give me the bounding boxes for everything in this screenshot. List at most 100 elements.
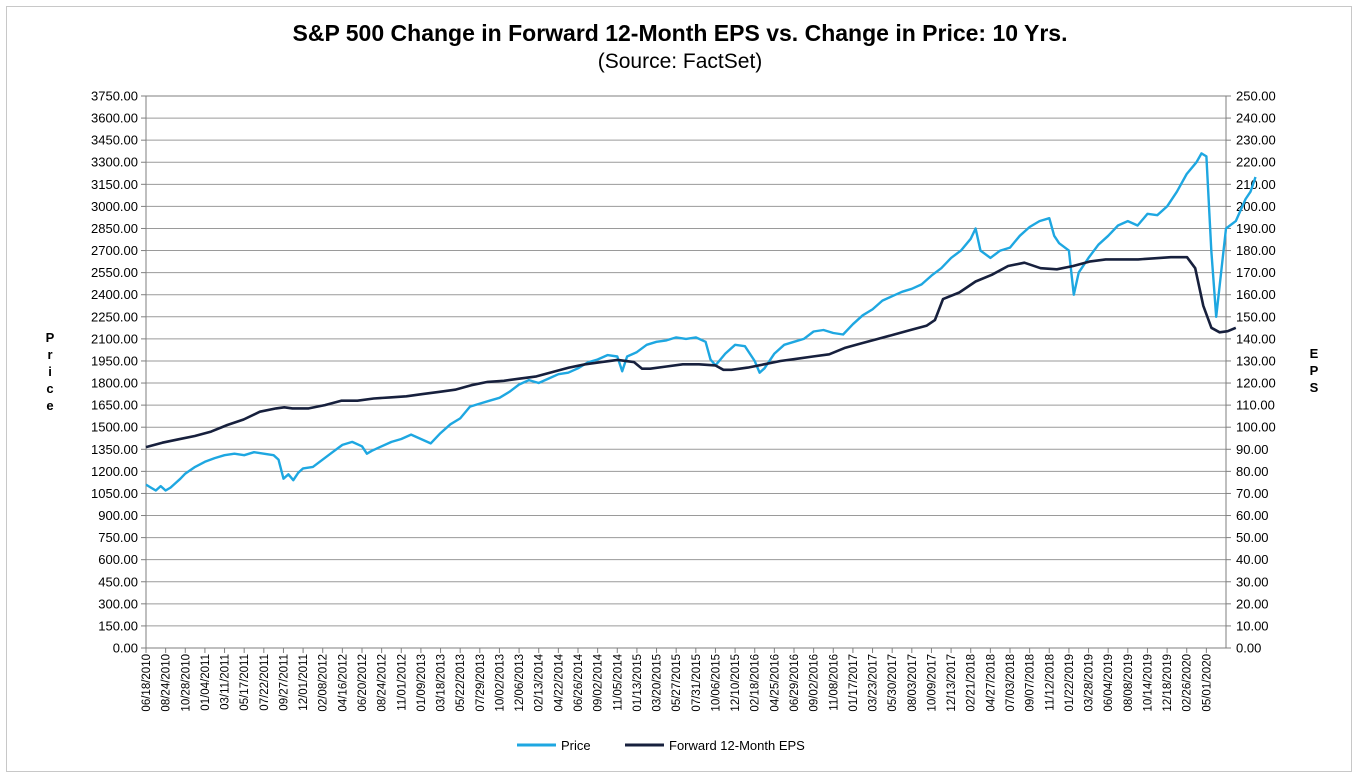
price-series-line <box>145 152 1257 492</box>
y-tick-label-left: 3000.00 <box>91 199 138 214</box>
legend-label-eps: Forward 12-Month EPS <box>669 738 805 753</box>
y-axis-label-right-char: E <box>1310 346 1319 361</box>
y-tick-label-right: 60.00 <box>1236 508 1269 523</box>
x-tick-label: 11/01/2012 <box>396 654 408 711</box>
x-tick-label: 12/06/2013 <box>514 654 526 712</box>
x-tick-label: 07/22/2011 <box>259 654 271 711</box>
x-tick-label: 08/24/2012 <box>377 654 389 712</box>
x-tick-label: 06/20/2012 <box>357 654 369 712</box>
x-tick-label: 07/03/2018 <box>1005 654 1017 712</box>
y-tick-label-left: 900.00 <box>98 508 138 523</box>
y-axis-label-left-char: e <box>46 398 53 413</box>
y-axis-label-left-char: r <box>47 347 52 362</box>
x-tick-label: 12/01/2011 <box>298 654 310 711</box>
x-tick-label: 08/24/2010 <box>161 654 173 712</box>
legend-label-price: Price <box>561 738 591 753</box>
x-tick-label: 06/04/2019 <box>1103 654 1115 712</box>
y-tick-label-right: 160.00 <box>1236 287 1276 302</box>
x-tick-label: 05/30/2017 <box>887 654 899 712</box>
chart-frame <box>6 6 1352 772</box>
y-axis-label-left-char: c <box>46 381 53 396</box>
x-tick-label: 02/13/2014 <box>534 653 546 711</box>
y-tick-label-right: 0.00 <box>1236 641 1261 656</box>
x-tick-label: 03/18/2013 <box>436 654 448 712</box>
y-tick-label-left: 450.00 <box>98 574 138 589</box>
chart-title: S&P 500 Change in Forward 12-Month EPS v… <box>292 20 1068 46</box>
x-tick-label: 10/28/2010 <box>180 654 192 712</box>
y-tick-label-right: 200.00 <box>1236 199 1276 214</box>
left-y-axis: 0.00 150.00 300.00 450.00 600.00 750.00 900.00… <box>91 89 146 656</box>
y-tick-label-right: 40.00 <box>1236 552 1269 567</box>
y-tick-label-right: 120.00 <box>1236 376 1276 391</box>
y-tick-label-right: 210.00 <box>1236 177 1276 192</box>
y-tick-label-left: 2550.00 <box>91 265 138 280</box>
y-tick-label-left: 1350.00 <box>91 442 138 457</box>
x-tick-label: 01/04/2011 <box>200 654 212 711</box>
y-tick-label-left: 1200.00 <box>91 464 138 479</box>
y-tick-label-right: 250.00 <box>1236 89 1276 104</box>
x-tick-label: 04/22/2014 <box>553 653 565 711</box>
y-tick-label-left: 2250.00 <box>91 309 138 324</box>
gridlines <box>146 95 1226 649</box>
y-tick-label-right: 170.00 <box>1236 265 1276 280</box>
x-tick-label: 12/10/2015 <box>730 654 742 712</box>
x-tick-label: 12/13/2017 <box>946 654 958 712</box>
y-axis-label-right-char: P <box>1310 363 1319 378</box>
x-tick-label: 05/17/2011 <box>239 654 251 711</box>
x-tick-label: 01/09/2013 <box>416 654 428 712</box>
y-tick-label-right: 10.00 <box>1236 618 1269 633</box>
y-tick-label-left: 1950.00 <box>91 353 138 368</box>
y-axis-label-left-char: P <box>46 330 55 345</box>
y-tick-label-left: 3450.00 <box>91 133 138 148</box>
y-tick-label-left: 3600.00 <box>91 111 138 126</box>
x-tick-label: 05/27/2015 <box>671 654 683 712</box>
x-tick-label: 02/18/2016 <box>750 654 762 712</box>
legend: Price Forward 12-Month EPS <box>517 738 805 753</box>
y-tick-label-right: 150.00 <box>1236 309 1276 324</box>
y-tick-label-left: 750.00 <box>98 530 138 545</box>
x-tick-label: 10/09/2017 <box>926 654 938 712</box>
y-tick-label-right: 90.00 <box>1236 442 1269 457</box>
y-tick-label-left: 2100.00 <box>91 331 138 346</box>
y-tick-label-right: 140.00 <box>1236 331 1276 346</box>
x-tick-label: 02/26/2020 <box>1182 654 1194 712</box>
x-tick-label: 04/25/2016 <box>769 654 781 712</box>
y-tick-label-left: 1800.00 <box>91 376 138 391</box>
x-tick-label: 08/03/2017 <box>907 654 919 712</box>
x-tick-label: 03/11/2011 <box>220 654 232 710</box>
y-tick-label-left: 1050.00 <box>91 486 138 501</box>
x-tick-label: 11/08/2016 <box>828 654 840 711</box>
x-tick-label: 07/31/2015 <box>691 654 703 712</box>
y-tick-label-left: 1650.00 <box>91 398 138 413</box>
y-tick-label-left: 600.00 <box>98 552 138 567</box>
x-tick-label: 04/27/2018 <box>985 654 997 712</box>
x-tick-label: 04/16/2012 <box>337 654 349 712</box>
x-tick-label: 08/08/2019 <box>1123 654 1135 712</box>
x-tick-label: 02/08/2012 <box>318 654 330 712</box>
x-tick-label: 03/23/2017 <box>868 654 880 712</box>
y-tick-label-left: 2400.00 <box>91 287 138 302</box>
x-axis: 06/18/2010 08/24/2010 10/28/2010 01/04/2011… <box>141 648 1213 712</box>
y-tick-label-left: 150.00 <box>98 618 138 633</box>
y-tick-label-right: 80.00 <box>1236 464 1269 479</box>
x-tick-label: 03/20/2015 <box>652 654 664 712</box>
x-tick-label: 01/17/2017 <box>848 654 860 712</box>
y-tick-label-right: 100.00 <box>1236 420 1276 435</box>
x-tick-label: 10/02/2013 <box>494 654 506 712</box>
x-tick-label: 09/27/2011 <box>278 654 290 711</box>
y-tick-label-left: 2850.00 <box>91 221 138 236</box>
y-axis-label-left-char: i <box>48 364 52 379</box>
y-tick-label-left: 0.00 <box>113 641 138 656</box>
y-tick-label-right: 180.00 <box>1236 243 1276 258</box>
eps-series-line <box>145 255 1237 449</box>
chart-subtitle: (Source: FactSet) <box>597 50 763 73</box>
x-tick-label: 09/02/2016 <box>809 654 821 712</box>
x-tick-label: 01/22/2019 <box>1064 654 1076 712</box>
y-tick-label-right: 230.00 <box>1236 133 1276 148</box>
y-tick-label-right: 20.00 <box>1236 596 1269 611</box>
y-tick-label-right: 50.00 <box>1236 530 1269 545</box>
y-tick-label-right: 130.00 <box>1236 353 1276 368</box>
x-tick-label: 03/28/2019 <box>1084 654 1096 712</box>
y-tick-label-right: 240.00 <box>1236 111 1276 126</box>
